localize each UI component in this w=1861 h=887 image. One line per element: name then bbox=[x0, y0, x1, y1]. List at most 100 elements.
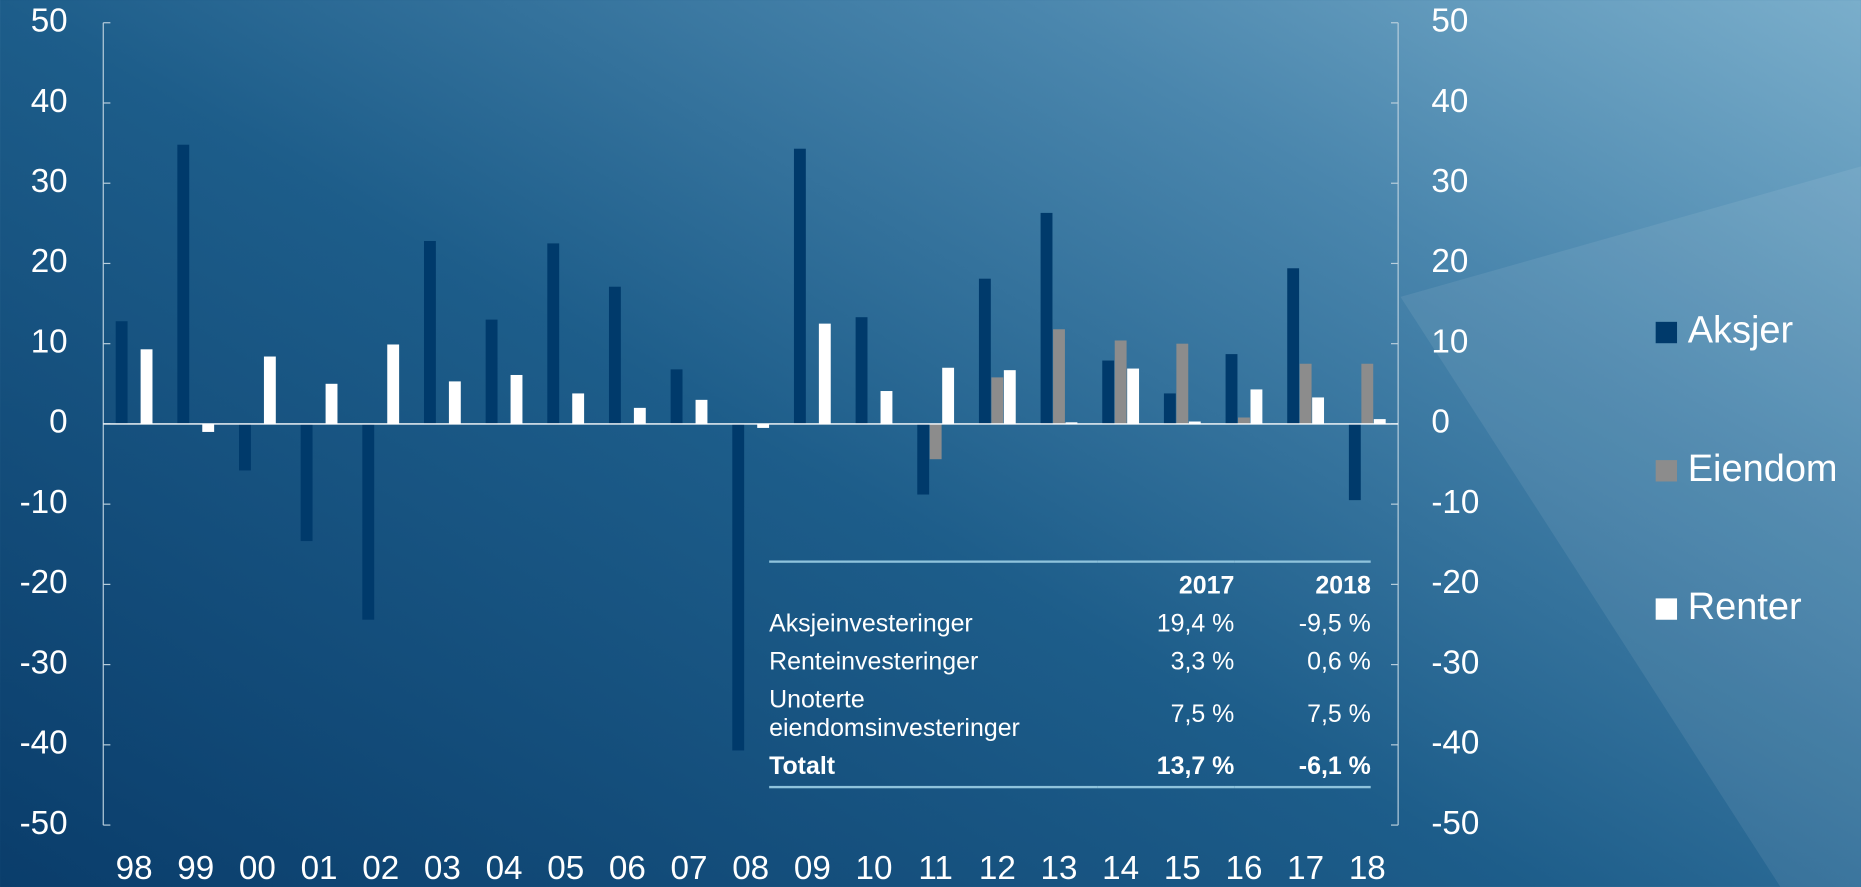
x-tick-label: 05 bbox=[547, 850, 584, 887]
bar bbox=[1053, 329, 1065, 424]
cell: 19,4 % bbox=[1156, 610, 1235, 638]
cell: -6,1 % bbox=[1298, 752, 1371, 780]
y-tick-label: -50 bbox=[20, 805, 68, 842]
y-tick-label: 20 bbox=[31, 243, 68, 280]
bar bbox=[1163, 393, 1176, 424]
y-tick-label: -40 bbox=[20, 725, 68, 762]
header-cell bbox=[769, 562, 1098, 606]
bar bbox=[1065, 422, 1078, 424]
bar bbox=[917, 423, 930, 495]
row-label: Aksjeinvesteringer bbox=[769, 610, 973, 638]
bar bbox=[448, 381, 461, 424]
cell: 7,5 % bbox=[1170, 700, 1235, 728]
cell: 13,7 % bbox=[1156, 752, 1235, 780]
x-tick-label: 04 bbox=[486, 850, 523, 887]
row-label: Unoterte eiendomsinvesteringer bbox=[769, 686, 1020, 742]
table-container: 2017 2018 Aksjeinvesteringer 19,4 % -9,5 % Re… bbox=[769, 560, 1371, 789]
bar bbox=[695, 399, 708, 424]
x-tick-label: 09 bbox=[794, 850, 831, 887]
bar bbox=[177, 144, 190, 424]
y-tick-label: 30 bbox=[31, 163, 68, 200]
y2-tick-label: 10 bbox=[1431, 323, 1468, 360]
cell: 7,5 % bbox=[1307, 700, 1371, 728]
x-tick-label: 06 bbox=[609, 850, 646, 887]
legend-label: Aksjer bbox=[1688, 310, 1794, 352]
y-tick-label: 50 bbox=[31, 3, 68, 40]
bar bbox=[942, 367, 955, 424]
x-tick-label: 10 bbox=[856, 850, 893, 887]
bar bbox=[300, 423, 313, 542]
bar bbox=[1361, 363, 1374, 424]
y2-tick-label: 20 bbox=[1431, 243, 1468, 280]
x-tick-label: 98 bbox=[116, 850, 153, 887]
bar bbox=[1238, 417, 1250, 424]
y2-tick-label: 30 bbox=[1431, 163, 1468, 200]
bar bbox=[239, 423, 251, 471]
bar bbox=[1225, 354, 1238, 424]
bar bbox=[1287, 268, 1300, 424]
x-tick-label: 15 bbox=[1164, 850, 1201, 887]
bar bbox=[202, 423, 215, 432]
y2-tick-label: -50 bbox=[1431, 805, 1479, 842]
bar bbox=[423, 240, 436, 424]
bar bbox=[510, 374, 523, 424]
header-cell: 2017 bbox=[1178, 572, 1235, 600]
x-tick-label: 17 bbox=[1287, 850, 1324, 887]
y2-tick-label: 40 bbox=[1431, 83, 1468, 120]
bar bbox=[818, 323, 831, 424]
bar bbox=[670, 369, 683, 424]
bar bbox=[1176, 343, 1189, 424]
y-tick-label: -10 bbox=[20, 484, 68, 521]
x-tick-label: 13 bbox=[1041, 850, 1078, 887]
y2-tick-label: -10 bbox=[1431, 484, 1479, 521]
bar bbox=[793, 148, 806, 424]
x-tick-label: 14 bbox=[1102, 850, 1139, 887]
plot: -50-40-30-20-1001020304050-50-40-30-20-1… bbox=[20, 3, 1838, 887]
y2-tick-label: 50 bbox=[1431, 3, 1468, 40]
x-tick-label: 03 bbox=[424, 850, 461, 887]
bar bbox=[732, 423, 745, 751]
header-cell: 2018 bbox=[1315, 572, 1371, 600]
bar bbox=[1250, 389, 1263, 424]
legend-swatch bbox=[1655, 460, 1678, 482]
table-row: Totalt 13,7 % -6,1 % bbox=[769, 748, 1371, 787]
x-tick-label: 08 bbox=[732, 850, 769, 887]
y-tick-label: 40 bbox=[31, 83, 68, 120]
bar bbox=[1040, 212, 1053, 424]
x-tick-label: 11 bbox=[918, 850, 952, 887]
row-label: Totalt bbox=[769, 752, 836, 780]
header-row: 2017 2018 bbox=[769, 562, 1371, 606]
x-tick-label: 16 bbox=[1225, 850, 1262, 887]
background-shape bbox=[1400, 166, 1861, 887]
bar bbox=[608, 286, 621, 424]
y2-tick-label: -20 bbox=[1431, 564, 1479, 601]
row-label: Renteinvesteringer bbox=[769, 648, 979, 676]
bar bbox=[485, 319, 498, 424]
table-row: Renteinvesteringer 3,3 % 0,6 % bbox=[769, 643, 1371, 681]
x-tick-label: 99 bbox=[177, 850, 214, 887]
cell: 3,3 % bbox=[1170, 648, 1235, 676]
y-tick-label: -30 bbox=[20, 644, 68, 681]
bar bbox=[572, 393, 585, 424]
table-row: Aksjeinvesteringer 19,4 % -9,5 % bbox=[769, 606, 1371, 644]
x-tick-label: 00 bbox=[239, 850, 276, 887]
legend-label: Renter bbox=[1688, 586, 1802, 628]
bar bbox=[1348, 423, 1361, 501]
bar bbox=[855, 317, 868, 424]
bar bbox=[140, 349, 153, 424]
bar bbox=[1299, 363, 1312, 424]
legend-swatch bbox=[1655, 598, 1678, 620]
legend-label: Eiendom bbox=[1688, 448, 1838, 490]
summary-table: 2017 2018 Aksjeinvesteringer 19,4 % -9,5 % Re… bbox=[769, 560, 1371, 789]
bar bbox=[362, 423, 375, 620]
y-tick-label: 10 bbox=[31, 323, 68, 360]
bar bbox=[1127, 368, 1140, 424]
table: 2017 2018 Aksjeinvesteringer 19,4 % -9,5 % Re… bbox=[769, 560, 1371, 789]
bar bbox=[1373, 419, 1386, 424]
bar bbox=[880, 391, 893, 424]
x-tick-label: 02 bbox=[362, 850, 399, 887]
x-tick-label: 12 bbox=[979, 850, 1016, 887]
y2-tick-label: -40 bbox=[1431, 725, 1479, 762]
bar bbox=[1312, 397, 1325, 424]
